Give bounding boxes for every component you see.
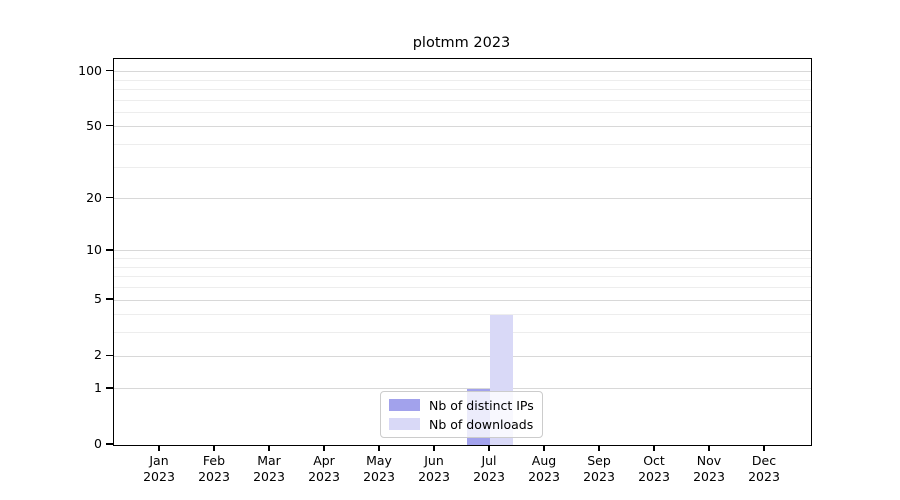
x-tick-mark — [158, 445, 160, 451]
y-tick-mark — [106, 298, 113, 300]
y-tick-label: 5 — [94, 291, 102, 307]
minor-gridline — [114, 88, 811, 90]
minor-gridline — [114, 111, 811, 113]
x-tick-mark — [378, 445, 380, 451]
legend-swatch-downloads — [389, 418, 420, 430]
minor-gridline — [114, 258, 811, 260]
chart-title: plotmm 2023 — [412, 35, 511, 51]
y-tick-mark — [106, 387, 113, 389]
y-tick-label: 20 — [86, 189, 102, 205]
x-tick-mark — [488, 445, 490, 451]
x-tick-label-nov: Nov 2023 — [693, 453, 725, 484]
y-tick-label: 50 — [86, 117, 102, 133]
x-tick-label-apr: Apr 2023 — [308, 453, 340, 484]
y-tick-mark — [106, 69, 113, 72]
x-tick-mark — [653, 445, 655, 451]
y-tick-label: 10 — [86, 241, 102, 257]
major-gridline — [114, 299, 811, 301]
x-tick-label-sep: Sep 2023 — [583, 453, 615, 484]
plot-area — [113, 58, 812, 446]
y-tick-label: 100 — [78, 62, 102, 78]
y-tick-mark — [106, 125, 113, 127]
x-tick-label-mar: Mar 2023 — [253, 453, 285, 484]
x-tick-label-feb: Feb 2023 — [198, 453, 230, 484]
y-tick-mark — [106, 197, 113, 199]
minor-gridline — [114, 332, 811, 334]
major-gridline — [114, 126, 811, 128]
legend-swatch-distinct-ips — [389, 399, 420, 411]
x-tick-mark — [213, 445, 215, 451]
minor-gridline — [114, 266, 811, 268]
minor-gridline — [114, 166, 811, 168]
x-tick-mark — [598, 445, 600, 451]
y-tick-mark — [106, 443, 113, 445]
y-tick-label: 1 — [94, 379, 102, 395]
minor-gridline — [114, 276, 811, 278]
minor-gridline — [114, 99, 811, 101]
x-tick-label-aug: Aug 2023 — [528, 453, 560, 484]
x-tick-mark — [323, 445, 325, 451]
legend: Nb of distinct IPs Nb of downloads — [380, 391, 543, 438]
legend-entry-downloads: Nb of downloads — [389, 416, 534, 432]
y-tick-mark — [106, 354, 113, 356]
major-gridline — [114, 355, 811, 357]
major-gridline — [114, 71, 811, 73]
minor-gridline — [114, 314, 811, 316]
major-gridline — [114, 198, 811, 200]
x-tick-mark — [268, 445, 270, 451]
x-tick-mark — [433, 445, 435, 451]
x-tick-mark — [708, 445, 710, 451]
x-tick-mark — [543, 445, 545, 451]
minor-gridline — [114, 144, 811, 146]
x-tick-label-jun: Jun 2023 — [418, 453, 450, 484]
x-tick-mark — [763, 445, 765, 451]
minor-gridline — [114, 287, 811, 289]
legend-label-downloads: Nb of downloads — [429, 416, 534, 432]
x-tick-label-jul: Jul 2023 — [473, 453, 505, 484]
legend-entry-distinct-ips: Nb of distinct IPs — [389, 397, 534, 413]
x-tick-label-may: May 2023 — [363, 453, 395, 484]
x-tick-label-jan: Jan 2023 — [143, 453, 175, 484]
x-tick-label-dec: Dec 2023 — [748, 453, 780, 484]
y-tick-label: 2 — [94, 347, 102, 363]
y-tick-label: 0 — [94, 436, 102, 451]
minor-gridline — [114, 79, 811, 81]
major-gridline — [114, 250, 811, 252]
legend-label-distinct-ips: Nb of distinct IPs — [429, 397, 534, 413]
major-gridline — [114, 388, 811, 390]
x-tick-label-oct: Oct 2023 — [638, 453, 670, 484]
y-tick-mark — [106, 249, 113, 251]
